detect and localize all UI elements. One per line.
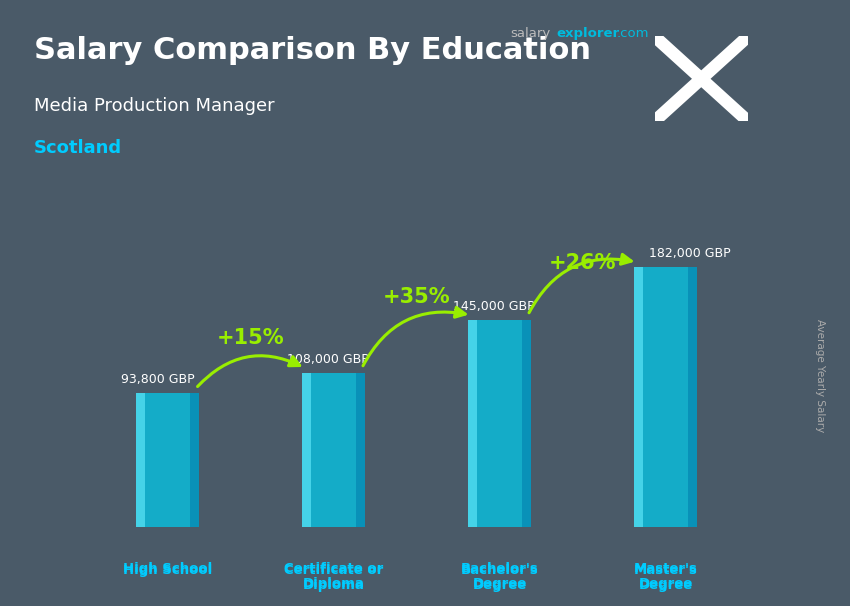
Text: salary: salary	[510, 27, 550, 40]
Text: .com: .com	[617, 27, 649, 40]
Text: +35%: +35%	[382, 287, 450, 307]
Text: Master's
Degree: Master's Degree	[633, 562, 698, 590]
Text: 93,800 GBP: 93,800 GBP	[121, 373, 195, 387]
Text: Bachelor's
Degree: Bachelor's Degree	[461, 564, 538, 591]
Text: 108,000 GBP: 108,000 GBP	[287, 353, 369, 366]
Bar	[688, 267, 697, 527]
Text: High School: High School	[122, 562, 212, 574]
Text: +26%: +26%	[549, 253, 616, 273]
Text: explorer: explorer	[557, 27, 620, 40]
Bar	[522, 319, 531, 527]
Bar	[190, 393, 199, 527]
Text: 182,000 GBP: 182,000 GBP	[649, 247, 731, 260]
Text: Bachelor's
Degree: Bachelor's Degree	[461, 562, 538, 590]
Bar	[634, 267, 643, 527]
Text: Master's
Degree: Master's Degree	[633, 564, 698, 591]
Bar	[302, 373, 365, 527]
Bar	[468, 319, 478, 527]
Text: Salary Comparison By Education: Salary Comparison By Education	[34, 36, 591, 65]
Text: Certificate or
Diploma: Certificate or Diploma	[284, 562, 383, 590]
Bar	[634, 267, 697, 527]
Text: Scotland: Scotland	[34, 139, 122, 158]
Bar	[468, 319, 531, 527]
Text: 145,000 GBP: 145,000 GBP	[453, 300, 535, 313]
Text: Certificate or
Diploma: Certificate or Diploma	[284, 564, 383, 591]
Bar	[136, 393, 199, 527]
Bar	[302, 373, 311, 527]
Bar	[136, 393, 145, 527]
Text: +15%: +15%	[217, 328, 284, 348]
Text: High School: High School	[122, 564, 212, 576]
Bar	[355, 373, 365, 527]
Text: Media Production Manager: Media Production Manager	[34, 97, 275, 115]
Text: Average Yearly Salary: Average Yearly Salary	[815, 319, 825, 432]
